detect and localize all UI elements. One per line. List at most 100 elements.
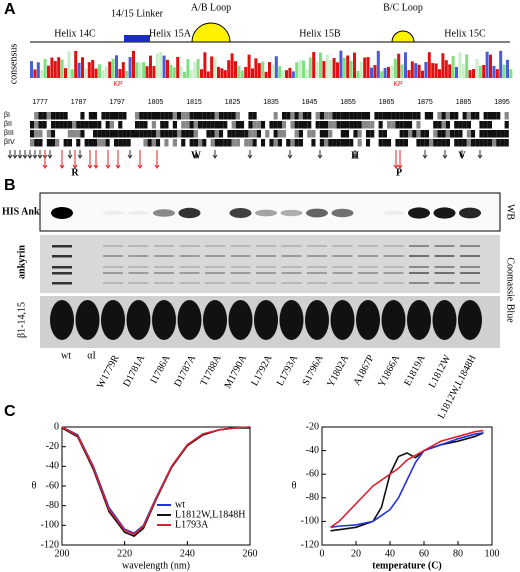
row-label: βII <box>4 121 12 128</box>
gel-band <box>128 272 149 274</box>
residue <box>420 112 425 120</box>
residue <box>307 130 312 138</box>
arrow <box>115 150 121 169</box>
residue <box>63 121 68 129</box>
residue <box>504 121 509 129</box>
arrow <box>77 150 83 159</box>
residue <box>84 130 89 138</box>
residue <box>483 139 488 147</box>
loop <box>391 30 415 43</box>
consensus-bar <box>244 66 248 78</box>
residue <box>382 121 387 129</box>
residue <box>160 121 165 129</box>
gel-band <box>383 266 404 268</box>
residue <box>345 130 350 138</box>
gel-band <box>460 266 480 268</box>
residue <box>395 112 400 120</box>
position-label: 1805 <box>148 99 164 106</box>
residue <box>114 112 119 120</box>
residue <box>185 121 190 129</box>
wb-band <box>102 210 124 216</box>
residue <box>210 139 215 147</box>
kp-label: KP <box>393 81 403 88</box>
residue <box>38 112 43 120</box>
gel-band <box>281 255 302 257</box>
residue <box>399 130 404 138</box>
consensus-bar <box>189 70 193 78</box>
residue <box>235 112 240 120</box>
residue <box>315 121 320 129</box>
residue <box>286 130 291 138</box>
residue <box>177 112 182 120</box>
consensus-bar <box>407 70 411 78</box>
lane-label: wt <box>61 350 71 361</box>
consensus-bar <box>410 61 414 78</box>
residue <box>319 112 324 120</box>
residue <box>198 121 203 129</box>
residue <box>496 130 501 138</box>
consensus-bar <box>121 62 125 78</box>
residue <box>273 130 278 138</box>
residue <box>345 139 350 147</box>
consensus-bar <box>179 66 183 78</box>
residue <box>261 139 266 147</box>
residue <box>42 121 47 129</box>
residue <box>206 112 211 120</box>
residue <box>319 139 324 147</box>
arrow <box>154 150 160 169</box>
protein-band <box>228 300 253 340</box>
consensus-bar <box>489 54 492 78</box>
consensus-bar <box>118 69 122 78</box>
arrow <box>37 150 43 159</box>
residue <box>370 112 375 120</box>
residue <box>315 112 320 120</box>
residue <box>114 130 119 138</box>
panel-label: A <box>4 1 16 18</box>
domain-label: Helix 14C <box>54 28 96 39</box>
consensus-bar <box>125 70 129 78</box>
protein-band <box>458 300 482 340</box>
consensus-bar <box>149 55 152 78</box>
x-tick-label: 0 <box>320 548 325 559</box>
y-tick-label: -20 <box>46 441 59 452</box>
position-label: 1787 <box>71 99 87 106</box>
residue <box>408 121 413 129</box>
residue <box>466 130 471 138</box>
residue <box>412 130 417 138</box>
residue <box>164 139 169 147</box>
residue <box>143 112 148 120</box>
gel-band <box>179 255 200 257</box>
residue <box>429 130 434 138</box>
residue <box>51 130 56 138</box>
residue <box>420 121 425 129</box>
residue <box>475 139 480 147</box>
residue <box>248 130 253 138</box>
consensus-bar <box>115 55 118 78</box>
residue <box>265 139 270 147</box>
consensus-bar <box>485 51 489 78</box>
position-label: 1777 <box>32 99 48 106</box>
gel-band <box>256 266 276 268</box>
residue <box>445 139 450 147</box>
residue <box>30 112 35 120</box>
residue <box>181 112 186 120</box>
residue <box>303 112 308 120</box>
residue <box>357 130 362 138</box>
residue <box>458 121 463 129</box>
residue <box>265 121 270 129</box>
residue <box>193 121 198 129</box>
consensus-bar <box>50 57 54 78</box>
consensus-bar <box>281 70 285 78</box>
residue <box>273 139 278 147</box>
residue <box>172 130 177 138</box>
arrow <box>72 150 78 169</box>
consensus-bar <box>288 67 292 78</box>
consensus-bar <box>210 56 214 78</box>
residue <box>374 139 379 147</box>
residue <box>328 130 333 138</box>
gel-band <box>409 255 429 257</box>
gel-band <box>281 282 302 284</box>
consensus-bar <box>152 66 156 78</box>
wb-band <box>229 208 252 218</box>
